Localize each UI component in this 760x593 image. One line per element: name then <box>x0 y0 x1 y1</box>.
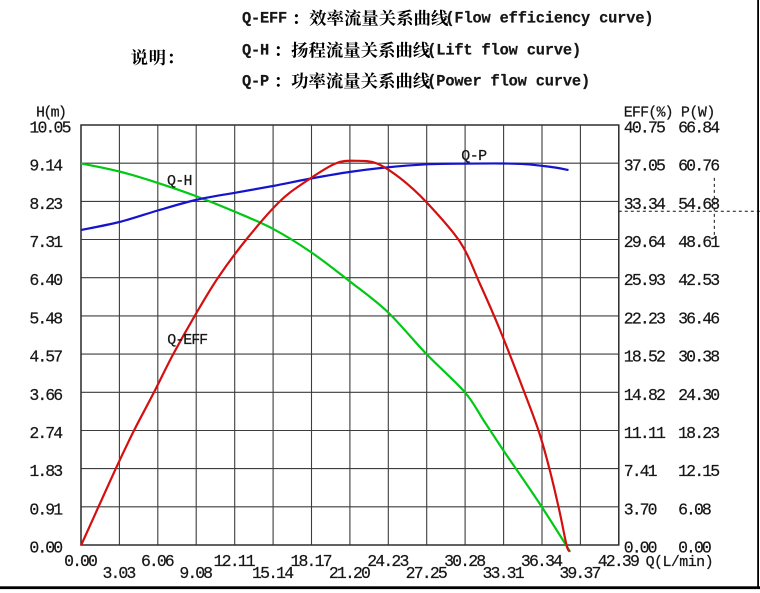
svg-text:15.14: 15.14 <box>252 564 294 583</box>
svg-text:66.84: 66.84 <box>678 119 720 138</box>
svg-text:7.41: 7.41 <box>624 462 658 481</box>
svg-text:12.11: 12.11 <box>214 552 256 571</box>
svg-text:18.17: 18.17 <box>290 552 332 571</box>
svg-text:11.11: 11.11 <box>624 424 666 443</box>
svg-text:54.68: 54.68 <box>678 195 720 214</box>
svg-text:6.40: 6.40 <box>29 271 63 290</box>
svg-text:Q-H: Q-H <box>242 42 269 60</box>
svg-text:30.38: 30.38 <box>678 348 720 367</box>
svg-text:29.64: 29.64 <box>624 233 666 252</box>
svg-text:9.08: 9.08 <box>179 564 213 583</box>
svg-text:36.46: 36.46 <box>678 309 720 328</box>
svg-text:Q-P: Q-P <box>461 148 487 165</box>
svg-text:39.37: 39.37 <box>559 564 601 583</box>
svg-text:(Lift flow curve): (Lift flow curve) <box>427 42 581 60</box>
svg-text:14.82: 14.82 <box>624 386 666 405</box>
svg-text:Q-P: Q-P <box>242 73 269 91</box>
svg-text:3.03: 3.03 <box>103 564 137 583</box>
svg-text:Q(L/min): Q(L/min) <box>646 554 714 571</box>
svg-text:6.08: 6.08 <box>678 500 712 519</box>
svg-text:4.57: 4.57 <box>29 348 63 367</box>
svg-text:18.23: 18.23 <box>678 424 720 443</box>
svg-text:9.14: 9.14 <box>29 157 63 176</box>
svg-text:30.28: 30.28 <box>444 552 486 571</box>
svg-text:18.52: 18.52 <box>624 348 666 367</box>
svg-text:7.31: 7.31 <box>29 233 63 252</box>
svg-text:0.00: 0.00 <box>678 539 712 558</box>
svg-text:25.93: 25.93 <box>624 271 666 290</box>
svg-text:24.30: 24.30 <box>678 386 720 405</box>
svg-text:3.66: 3.66 <box>29 386 63 405</box>
svg-text:0.91: 0.91 <box>29 500 63 519</box>
svg-text:Q-H: Q-H <box>167 173 193 190</box>
svg-text:60.76: 60.76 <box>678 157 720 176</box>
svg-text:33.31: 33.31 <box>483 564 525 583</box>
svg-text:48.61: 48.61 <box>678 233 720 252</box>
svg-text:5.48: 5.48 <box>29 309 63 328</box>
svg-text:2.74: 2.74 <box>29 424 63 443</box>
svg-text:0.00: 0.00 <box>624 539 658 558</box>
svg-text:0.00: 0.00 <box>29 539 63 558</box>
svg-text:22.23: 22.23 <box>624 309 666 328</box>
svg-text:(Flow efficiency curve): (Flow efficiency curve) <box>445 10 653 28</box>
svg-text:42.39: 42.39 <box>598 552 640 571</box>
svg-text:12.15: 12.15 <box>678 462 720 481</box>
svg-text:Q-EFF: Q-EFF <box>167 332 208 349</box>
svg-text:H(m): H(m) <box>36 105 67 122</box>
svg-text:Q-EFF: Q-EFF <box>242 10 287 28</box>
svg-text:0.00: 0.00 <box>64 552 98 571</box>
svg-text:21.20: 21.20 <box>329 564 371 583</box>
svg-text:37.05: 37.05 <box>624 157 666 176</box>
svg-text:3.70: 3.70 <box>624 500 658 519</box>
svg-text:P(W): P(W) <box>681 104 716 121</box>
svg-text:EFF(%): EFF(%) <box>624 104 674 121</box>
svg-text:33.34: 33.34 <box>624 195 666 214</box>
svg-text:36.34: 36.34 <box>521 552 563 571</box>
svg-text:1.83: 1.83 <box>29 462 63 481</box>
svg-text:6.06: 6.06 <box>141 552 175 571</box>
svg-text:27.25: 27.25 <box>406 564 448 583</box>
svg-text:40.75: 40.75 <box>624 119 666 138</box>
svg-text:(Power flow curve): (Power flow curve) <box>427 73 590 91</box>
svg-text:10.05: 10.05 <box>29 119 71 138</box>
svg-text:42.53: 42.53 <box>678 271 720 290</box>
svg-text:8.23: 8.23 <box>29 195 63 214</box>
svg-text:24.23: 24.23 <box>367 552 409 571</box>
